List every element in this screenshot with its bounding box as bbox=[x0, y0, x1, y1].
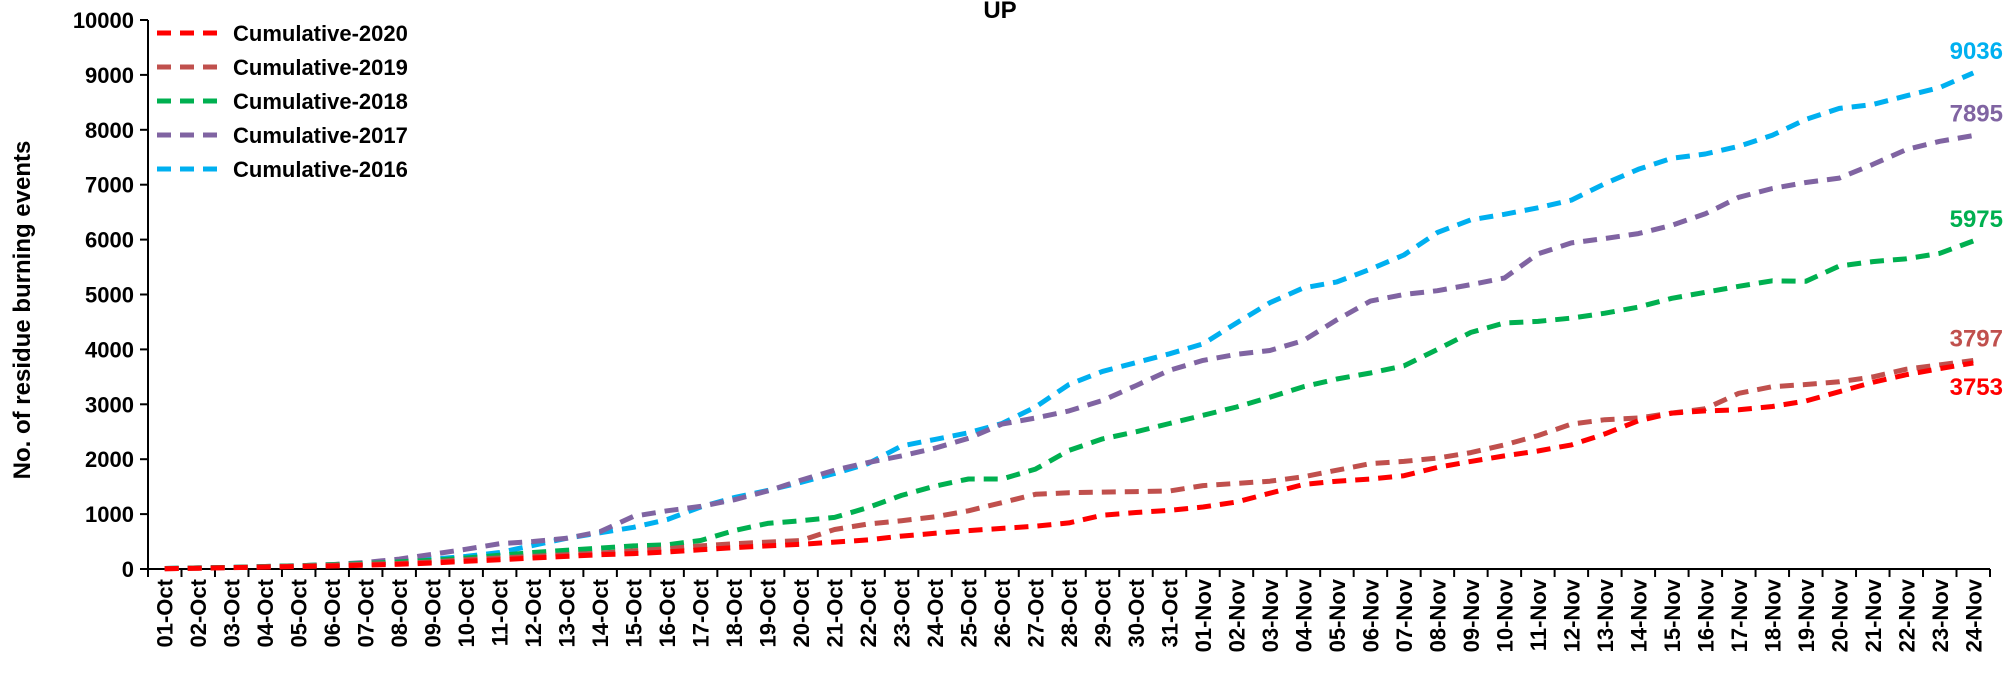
x-tick-label: 22-Oct bbox=[856, 578, 881, 647]
x-tick-label: 06-Oct bbox=[320, 578, 345, 647]
x-tick-label: 09-Oct bbox=[421, 578, 446, 647]
data-label: 3753 bbox=[1950, 374, 2003, 401]
series-line bbox=[164, 238, 1975, 571]
legend-label: Cumulative-2016 bbox=[233, 157, 408, 182]
data-label: 7895 bbox=[1950, 101, 2003, 128]
legend-label: Cumulative-2020 bbox=[233, 21, 408, 46]
x-tick-label: 14-Oct bbox=[588, 578, 613, 647]
x-tick-label: 25-Oct bbox=[957, 578, 982, 647]
x-tick-label: 22-Nov bbox=[1894, 578, 1919, 652]
x-tick-label: 09-Nov bbox=[1459, 578, 1484, 652]
data-label: 9036 bbox=[1950, 38, 2003, 65]
x-tick-label: 08-Oct bbox=[387, 578, 412, 647]
y-tick-labels: 0 1000 2000 3000 4000 5000 6000 7000 8000 9000 100… bbox=[73, 8, 134, 582]
x-tick-label: 11-Nov bbox=[1526, 578, 1551, 651]
x-tick-label: 24-Oct bbox=[923, 578, 948, 647]
x-tick-label: 10-Nov bbox=[1492, 578, 1517, 652]
x-tick-label: 31-Oct bbox=[1157, 578, 1182, 647]
x-tick-label: 15-Oct bbox=[622, 578, 647, 647]
legend: Cumulative-2020 Cumulative-2019 Cumulative… bbox=[157, 21, 408, 182]
x-tick-label: 21-Nov bbox=[1861, 578, 1886, 652]
x-tick-label: 23-Oct bbox=[890, 578, 915, 647]
x-tick-label: 04-Oct bbox=[253, 578, 278, 647]
x-tick-label: 20-Oct bbox=[789, 578, 814, 647]
x-tick-label: 03-Nov bbox=[1258, 578, 1283, 652]
y-tick-label: 0 bbox=[122, 557, 134, 582]
x-tick-label: 02-Nov bbox=[1224, 578, 1249, 652]
y-tick-label: 1000 bbox=[85, 502, 134, 527]
x-tick-labels: 01-Oct 02-Oct 03-Oct 04-Oct 05-Oct 06-Oct 07-O… bbox=[153, 578, 1987, 652]
x-tick-label: 07-Nov bbox=[1392, 578, 1417, 652]
x-tick-label: 13-Oct bbox=[555, 578, 580, 647]
series-lines bbox=[164, 70, 1975, 572]
y-tick-label: 3000 bbox=[85, 392, 134, 417]
y-tick-label: 4000 bbox=[85, 337, 134, 362]
x-tick-label: 23-Nov bbox=[1928, 578, 1953, 652]
x-tick-label: 06-Nov bbox=[1358, 578, 1383, 652]
y-tick-label: 5000 bbox=[85, 283, 134, 308]
x-tick-label: 19-Oct bbox=[756, 578, 781, 647]
x-tick-label: 05-Oct bbox=[287, 578, 312, 647]
series-line bbox=[164, 133, 1974, 571]
y-tick-label: 10000 bbox=[73, 8, 134, 33]
series-line bbox=[164, 358, 1974, 572]
x-tick-label: 01-Nov bbox=[1191, 578, 1216, 652]
x-tick-label: 02-Oct bbox=[186, 578, 211, 647]
end-labels: 3753 3797 5975 7895 9036 bbox=[1950, 38, 2003, 401]
legend-label: Cumulative-2018 bbox=[233, 89, 408, 114]
x-tick-label: 18-Nov bbox=[1760, 578, 1785, 652]
series-line bbox=[164, 360, 1974, 572]
y-tick-label: 8000 bbox=[85, 118, 134, 143]
x-tick-label: 24-Nov bbox=[1961, 578, 1986, 652]
y-axis-label: No. of residue burning events bbox=[9, 141, 36, 480]
x-tick-label: 11-Oct bbox=[488, 578, 513, 646]
x-tick-label: 21-Oct bbox=[823, 578, 848, 647]
chart-title: UP bbox=[983, 0, 1016, 24]
axes bbox=[140, 19, 1991, 577]
x-tick-label: 17-Nov bbox=[1727, 578, 1752, 652]
x-tick-label: 29-Oct bbox=[1090, 578, 1115, 647]
x-tick-label: 19-Nov bbox=[1794, 578, 1819, 652]
x-tick-label: 20-Nov bbox=[1827, 578, 1852, 652]
x-tick-label: 03-Oct bbox=[220, 578, 245, 647]
x-tick-label: 28-Oct bbox=[1057, 578, 1082, 647]
x-tick-label: 14-Nov bbox=[1626, 578, 1651, 652]
x-tick-label: 08-Nov bbox=[1425, 578, 1450, 652]
x-tick-label: 27-Oct bbox=[1024, 578, 1049, 647]
x-tick-label: 16-Oct bbox=[655, 578, 680, 647]
y-tick-label: 7000 bbox=[85, 173, 134, 198]
y-tick-label: 9000 bbox=[85, 63, 134, 88]
x-tick-label: 13-Nov bbox=[1593, 578, 1618, 652]
x-tick-label: 26-Oct bbox=[990, 578, 1015, 647]
legend-label: Cumulative-2017 bbox=[233, 123, 408, 148]
x-tick-label: 04-Nov bbox=[1291, 578, 1316, 652]
x-tick-label: 12-Oct bbox=[521, 578, 546, 647]
data-label: 5975 bbox=[1950, 206, 2003, 233]
x-tick-label: 01-Oct bbox=[153, 578, 178, 647]
x-tick-label: 30-Oct bbox=[1124, 578, 1149, 647]
y-tick-label: 6000 bbox=[85, 228, 134, 253]
x-tick-label: 07-Oct bbox=[354, 578, 379, 647]
x-tick-label: 10-Oct bbox=[454, 578, 479, 647]
x-tick-label: 15-Nov bbox=[1660, 578, 1685, 652]
x-tick-label: 18-Oct bbox=[722, 578, 747, 647]
x-tick-label: 17-Oct bbox=[689, 578, 714, 647]
x-tick-label: 12-Nov bbox=[1559, 578, 1584, 652]
x-tick-label: 05-Nov bbox=[1325, 578, 1350, 652]
x-tick-label: 16-Nov bbox=[1693, 578, 1718, 652]
y-tick-label: 2000 bbox=[85, 447, 134, 472]
legend-label: Cumulative-2019 bbox=[233, 55, 408, 80]
data-label: 3797 bbox=[1950, 326, 2003, 353]
